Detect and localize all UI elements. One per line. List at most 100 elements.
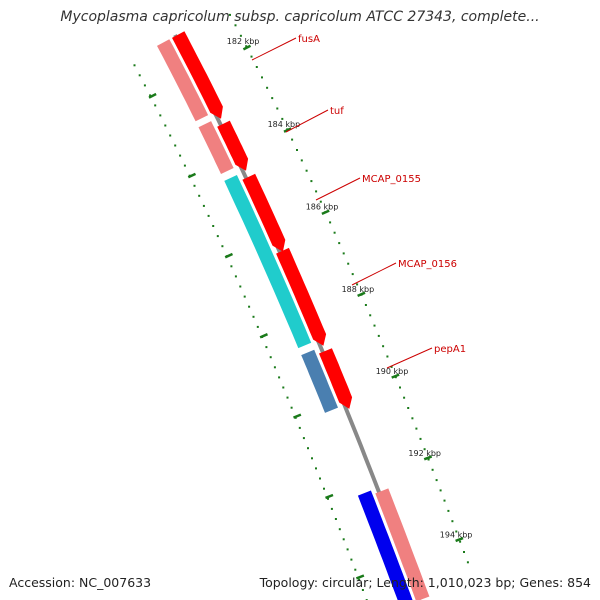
ruler-tick-label: 188 kbp <box>342 285 375 294</box>
outer-minor-tick <box>273 366 276 369</box>
gene-label: pepA1 <box>434 344 466 355</box>
outer-major-tick <box>355 574 365 580</box>
ruler-minor-tick <box>281 117 284 120</box>
ruler-minor-tick <box>423 448 426 451</box>
ruler-tick-label: 186 kbp <box>306 203 339 212</box>
outer-minor-tick <box>149 94 152 97</box>
cds-fusA <box>172 31 223 119</box>
outer-minor-tick <box>243 295 246 298</box>
outer-minor-tick <box>216 235 219 238</box>
ruler-minor-tick <box>271 97 274 100</box>
outer-minor-tick <box>327 497 329 500</box>
ruler-minor-tick <box>310 180 313 183</box>
gene-next-inner <box>375 488 430 600</box>
ruler-minor-tick <box>351 273 354 276</box>
outer-minor-tick <box>282 386 285 389</box>
ruler-minor-tick <box>315 190 318 193</box>
cds-mcap0156 <box>276 247 327 346</box>
ruler-major-tick <box>391 373 400 379</box>
outer-minor-tick <box>346 548 349 551</box>
outer-minor-tick <box>174 144 177 147</box>
ruler-tick-label: 190 kbp <box>376 367 409 376</box>
ruler-major-tick <box>283 127 292 133</box>
ruler-major-tick <box>455 536 464 543</box>
ruler-tick-label: 194 kbp <box>440 531 473 540</box>
genome-summary: Topology: circular; Length: 1,010,023 bp… <box>259 575 591 590</box>
outer-minor-tick <box>138 74 141 77</box>
outer-minor-tick <box>278 376 281 379</box>
gene-pepA1 <box>301 349 338 413</box>
outer-minor-tick <box>298 426 301 429</box>
ruler-major-tick <box>321 209 330 216</box>
outer-minor-tick <box>361 589 364 591</box>
accession-label: Accession: NC_007633 <box>9 575 152 590</box>
outer-minor-tick <box>143 84 146 87</box>
genome-title: Mycoplasma capricolum subsp. capricolum … <box>60 9 540 25</box>
ruler-minor-tick <box>305 169 308 172</box>
outer-minor-tick <box>334 518 337 520</box>
ruler-minor-tick <box>333 231 336 234</box>
outer-minor-tick <box>269 356 272 359</box>
outer-minor-tick <box>234 275 237 278</box>
ruler-minor-tick <box>329 221 332 224</box>
ruler-minor-tick <box>459 540 462 543</box>
gene-features <box>157 31 430 600</box>
ruler-minor-tick <box>399 386 401 389</box>
outer-major-tick <box>325 493 334 500</box>
ruler-major-tick <box>357 291 366 298</box>
ruler-minor-tick <box>411 417 414 420</box>
ruler-minor-tick <box>377 334 380 337</box>
ruler-minor-tick <box>427 458 430 461</box>
ruler-minor-tick <box>266 86 269 89</box>
ruler-minor-tick <box>229 13 231 16</box>
outer-minor-tick <box>252 315 255 318</box>
ruler-minor-tick <box>291 138 294 141</box>
gene-callout-line <box>251 37 297 61</box>
gene-callout-line <box>285 109 329 133</box>
outer-minor-tick <box>330 507 333 510</box>
ruler-tick-label: 184 kbp <box>268 120 301 129</box>
outer-minor-tick <box>221 245 224 248</box>
outer-minor-tick <box>319 477 321 480</box>
ruler-minor-tick <box>245 45 248 48</box>
outer-major-tick <box>187 172 197 179</box>
outer-major-tick <box>148 92 157 99</box>
ruler-minor-tick <box>255 66 258 68</box>
cds-tuf <box>217 120 249 171</box>
outer-major-tick <box>293 413 302 419</box>
outer-minor-tick <box>323 487 325 490</box>
ruler-minor-tick <box>382 345 385 348</box>
outer-minor-tick <box>256 325 259 328</box>
ruler-minor-tick <box>338 242 341 245</box>
outer-minor-tick <box>354 568 357 571</box>
ruler-major-tick <box>423 455 433 461</box>
outer-minor-tick <box>315 467 317 470</box>
gene-fusA <box>157 39 209 122</box>
outer-minor-tick <box>248 305 251 308</box>
gene-callout-line <box>351 262 397 286</box>
ruler-minor-tick <box>466 561 469 564</box>
ruler-minor-tick <box>419 437 422 440</box>
outer-minor-tick <box>286 396 289 399</box>
ruler-minor-tick <box>369 314 372 317</box>
ruler-minor-tick <box>439 489 442 492</box>
gene-label: fusA <box>298 34 320 45</box>
gene-next-outer <box>357 490 413 600</box>
outer-minor-tick <box>212 225 215 227</box>
gene-callouts: fusA tuf MCAP_0155 MCAP_0156 pepA1 <box>251 34 466 369</box>
ruler-minor-tick <box>443 499 446 502</box>
ruler-minor-tick <box>435 479 438 482</box>
outer-minor-tick <box>307 447 309 450</box>
kbp-ruler: 182 kbp 184 kbp 186 kbp 188 kbp 190 kbp 192 k… <box>133 13 473 600</box>
ruler-minor-tick <box>373 324 376 327</box>
outer-minor-tick <box>154 104 157 107</box>
ruler-minor-tick <box>319 200 322 203</box>
ruler-minor-tick <box>356 283 359 286</box>
ruler-minor-tick <box>403 396 406 399</box>
ruler-minor-tick <box>276 107 279 110</box>
outer-minor-tick <box>198 194 201 197</box>
ruler-minor-tick <box>390 365 393 368</box>
outer-minor-tick <box>202 204 205 207</box>
ruler-tick-label: 192 kbp <box>408 449 441 458</box>
outer-minor-tick <box>311 457 313 460</box>
